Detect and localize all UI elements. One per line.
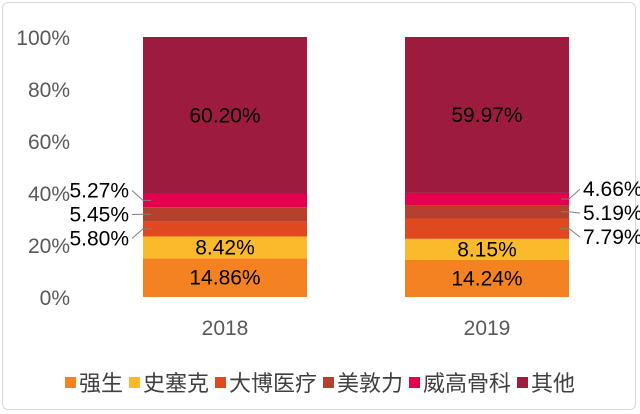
legend-label: 大博医疗 bbox=[228, 371, 317, 396]
y-tick-label: 60% bbox=[28, 131, 70, 154]
legend-swatch bbox=[517, 376, 529, 388]
legend-swatch bbox=[409, 376, 421, 388]
legend-label: 强生 bbox=[78, 371, 123, 396]
data-label: 8.42% bbox=[195, 236, 255, 259]
legend-swatch bbox=[128, 376, 140, 388]
legend-item: 强生 bbox=[64, 366, 123, 398]
bar-segment bbox=[143, 193, 307, 208]
bar-segment bbox=[143, 236, 307, 259]
bar-segment bbox=[143, 37, 307, 194]
legend-item: 其他 bbox=[517, 366, 575, 398]
leader-line bbox=[131, 228, 151, 239]
data-label: 5.80% bbox=[69, 228, 129, 251]
data-label: 5.27% bbox=[69, 180, 129, 203]
x-tick-label: 2018 bbox=[202, 317, 249, 340]
bar-segment bbox=[405, 259, 569, 297]
legend-item: 威高骨科 bbox=[409, 366, 511, 398]
data-label: 14.24% bbox=[451, 267, 522, 290]
legend-swatch bbox=[323, 376, 334, 388]
data-label: 14.86% bbox=[189, 267, 260, 290]
bar-segment bbox=[143, 221, 307, 237]
legend-label: 美敦力 bbox=[337, 371, 404, 396]
y-tick-label: 20% bbox=[28, 235, 70, 258]
chart-frame bbox=[2, 2, 636, 410]
legend-item: 史塞克 bbox=[128, 366, 209, 398]
bar-segment bbox=[405, 238, 569, 260]
leader-line bbox=[131, 190, 151, 201]
leader-line bbox=[561, 211, 581, 214]
bar-segment bbox=[405, 37, 569, 193]
legend-label: 史塞克 bbox=[142, 371, 209, 396]
bar-segment bbox=[143, 258, 307, 297]
data-label: 60.20% bbox=[189, 104, 260, 127]
y-tick-label: 100% bbox=[16, 27, 70, 50]
data-label: 59.97% bbox=[451, 104, 522, 127]
data-label: 4.66% bbox=[583, 178, 640, 201]
legend-swatch bbox=[214, 376, 226, 388]
data-label: 5.45% bbox=[69, 204, 129, 227]
legend-label: 威高骨科 bbox=[423, 371, 512, 396]
data-label: 5.19% bbox=[583, 202, 640, 225]
y-tick-label: 80% bbox=[28, 79, 70, 102]
data-label: 7.79% bbox=[583, 226, 640, 249]
x-tick-label: 2019 bbox=[464, 317, 511, 340]
legend-item: 大博医疗 bbox=[214, 366, 317, 398]
data-label: 8.15% bbox=[457, 238, 517, 261]
y-tick-label: 0% bbox=[40, 287, 70, 310]
legend-label: 其他 bbox=[531, 371, 576, 396]
bar-segment bbox=[405, 205, 569, 219]
leader-line bbox=[561, 188, 581, 200]
leader-line bbox=[561, 228, 581, 238]
bar-segment bbox=[405, 218, 569, 239]
legend-item: 美敦力 bbox=[323, 366, 403, 398]
bar-segment bbox=[405, 192, 569, 206]
legend: 强生 史塞克 大博医疗 美敦力 威高骨科 其他 bbox=[0, 366, 640, 398]
bar-segment bbox=[143, 207, 307, 222]
legend-swatch bbox=[64, 376, 76, 388]
y-tick-label: 40% bbox=[28, 183, 70, 206]
